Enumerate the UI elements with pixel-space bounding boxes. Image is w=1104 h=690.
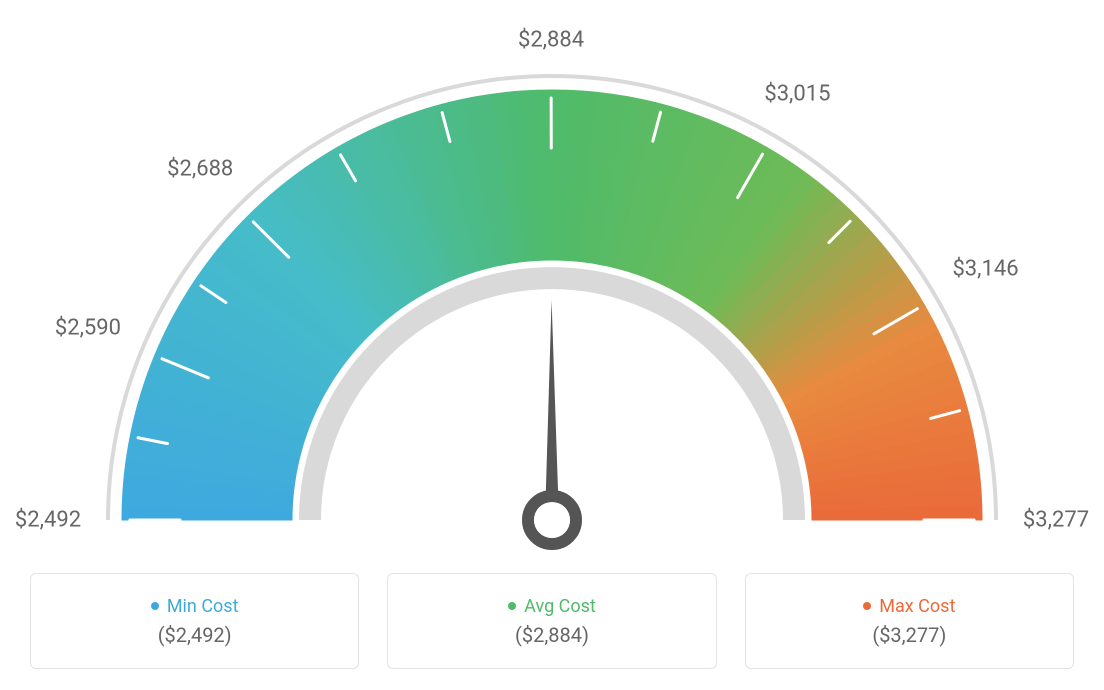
max-cost-label: Max Cost	[879, 596, 955, 617]
min-cost-dot-icon	[151, 602, 159, 610]
avg-cost-title: Avg Cost	[508, 596, 596, 617]
avg-cost-dot-icon	[508, 602, 516, 610]
avg-cost-card: Avg Cost ($2,884)	[387, 573, 716, 669]
max-cost-dot-icon	[863, 602, 871, 610]
gauge-tick-label: $2,884	[518, 27, 584, 52]
cost-gauge-chart: $2,492 $2,590 $2,688 $2,884 $3,015 $3,146 $3,2…	[0, 10, 1104, 565]
min-cost-title: Min Cost	[151, 596, 239, 617]
min-cost-card: Min Cost ($2,492)	[30, 573, 359, 669]
gauge-tick-label: $2,688	[167, 156, 233, 181]
max-cost-title: Max Cost	[863, 596, 955, 617]
min-cost-value: ($2,492)	[158, 623, 232, 647]
max-cost-value: ($3,277)	[872, 623, 946, 647]
min-cost-label: Min Cost	[167, 596, 239, 617]
max-cost-card: Max Cost ($3,277)	[745, 573, 1074, 669]
gauge-tick-label: $2,590	[55, 316, 121, 341]
gauge-tick-label: $3,146	[952, 257, 1018, 282]
gauge-tick-label: $2,492	[15, 508, 81, 533]
summary-cards-row: Min Cost ($2,492) Avg Cost ($2,884) Max …	[0, 573, 1104, 669]
avg-cost-label: Avg Cost	[524, 596, 596, 617]
gauge-tick-label: $3,015	[764, 81, 830, 106]
avg-cost-value: ($2,884)	[515, 623, 589, 647]
gauge-tick-label: $3,277	[1023, 508, 1089, 533]
gauge-svg	[0, 10, 1104, 565]
